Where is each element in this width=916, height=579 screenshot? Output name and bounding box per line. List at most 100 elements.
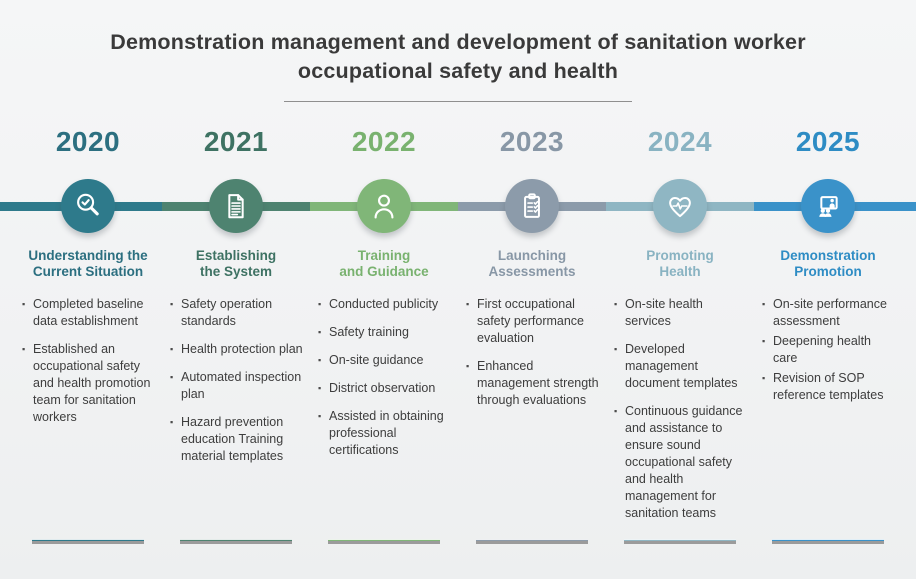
- bullet-text: Automated inspection plan: [181, 370, 302, 401]
- bullet-item: ▪ Automated inspection plan: [170, 369, 306, 403]
- bullet-item: ▪ Established an occupational safety and …: [22, 341, 158, 426]
- bullet-text: Enhanced management strength through eva…: [477, 359, 599, 407]
- bullet-list: ▪ Completed baseline data establishment ▪ E…: [14, 296, 162, 437]
- year-label: 2023: [499, 126, 565, 157]
- bullet-text: Completed baseline data establishment: [33, 297, 144, 328]
- timeline-node-2023: [505, 179, 559, 233]
- bullet-marker: ▪: [466, 361, 470, 371]
- bullet-item: ▪ First occupational safety performance e…: [466, 296, 602, 347]
- person-icon: [368, 190, 400, 222]
- bullet-marker: ▪: [762, 373, 766, 383]
- bullet-marker: ▪: [318, 355, 322, 365]
- bullet-item: ▪ Enhanced management strength through ev…: [466, 358, 602, 409]
- bullet-item: ▪ Completed baseline data establishment: [22, 296, 158, 330]
- column-title-line2: Assessments: [488, 264, 576, 279]
- bullet-item: ▪ Hazard prevention education Training ma…: [170, 414, 306, 465]
- column-title: Training and Guidance: [339, 248, 428, 280]
- bullet-item: ▪ Safety operation standards: [170, 296, 306, 330]
- bullet-list: ▪ Safety operation standards ▪ Health prote…: [162, 296, 310, 476]
- bullet-item: ▪ Assisted in obtaining professional cert…: [318, 408, 454, 459]
- bullet-marker: ▪: [614, 344, 618, 354]
- accent-bar-2023: [476, 539, 588, 544]
- bullet-marker: ▪: [170, 299, 174, 309]
- accent-bar-2022: [328, 539, 440, 544]
- timeline-node-2025: [801, 179, 855, 233]
- bullet-text: District observation: [329, 381, 436, 395]
- training-presentation-icon: [812, 190, 844, 222]
- bullet-text: Revision of SOP reference templates: [773, 371, 884, 402]
- column-2020: 2020 Understanding the Current Situation…: [14, 126, 162, 533]
- bullet-marker: ▪: [170, 344, 174, 354]
- column-title-line1: Demonstration: [780, 248, 876, 263]
- bullet-item: ▪ Revision of SOP reference templates: [762, 370, 898, 404]
- accent-bar-2020: [32, 539, 144, 544]
- bullet-text: First occupational safety performance ev…: [477, 297, 584, 345]
- bullet-item: ▪ Conducted publicity: [318, 296, 454, 313]
- year-label: 2022: [351, 126, 417, 157]
- bullet-item: ▪ Developed management document templates: [614, 341, 750, 392]
- page-header: Demonstration management and development…: [0, 28, 916, 86]
- bullet-marker: ▪: [466, 299, 470, 309]
- bullet-marker: ▪: [318, 299, 322, 309]
- bullet-list: ▪ On-site performance assessment ▪ Deepenin…: [754, 296, 902, 407]
- bullet-marker: ▪: [170, 417, 174, 427]
- bullet-text: Health protection plan: [181, 342, 303, 356]
- column-title-line2: Promotion: [794, 264, 862, 279]
- column-title-line2: and Guidance: [339, 264, 429, 279]
- bullet-marker: ▪: [614, 299, 618, 309]
- year-label: 2021: [203, 126, 269, 157]
- bullet-text: Safety training: [329, 325, 409, 339]
- clipboard-checklist-icon: [516, 190, 548, 222]
- column-2025: 2025 Demonstration Promotion: [754, 126, 902, 533]
- timeline-node-2021: [209, 179, 263, 233]
- bullet-item: ▪ On-site guidance: [318, 352, 454, 369]
- bullet-marker: ▪: [318, 327, 322, 337]
- bullet-text: Deepening health care: [773, 334, 871, 365]
- bullet-marker: ▪: [22, 344, 26, 354]
- bullet-item: ▪ Deepening health care: [762, 333, 898, 367]
- bullet-item: ▪ Safety training: [318, 324, 454, 341]
- column-title-line2: Health: [659, 264, 701, 279]
- column-title-line1: Launching: [497, 248, 567, 263]
- bullet-item: ▪ On-site performance assessment: [762, 296, 898, 330]
- bullet-text: Conducted publicity: [329, 297, 439, 311]
- column-2021: 2021 Establishing the System ▪ Safety ope…: [162, 126, 310, 533]
- column-title: Launching Assessments: [488, 248, 575, 280]
- column-title-line1: Understanding the: [28, 248, 148, 263]
- bottom-accent-bars: [14, 539, 902, 544]
- page-title-line1: Demonstration management and development…: [110, 30, 806, 54]
- bullet-text: Assisted in obtaining professional certi…: [329, 409, 444, 457]
- bullet-item: ▪ Health protection plan: [170, 341, 306, 358]
- bullet-marker: ▪: [318, 383, 322, 393]
- accent-bar-2021: [180, 539, 292, 544]
- magnifier-check-icon: [72, 190, 104, 222]
- column-2024: 2024 Promoting Health ▪ On-site health se…: [606, 126, 754, 533]
- bullet-text: On-site performance assessment: [773, 297, 887, 328]
- title-divider: [284, 101, 632, 102]
- bullet-marker: ▪: [318, 411, 322, 421]
- column-title: Establishing the System: [196, 248, 276, 280]
- bullet-list: ▪ First occupational safety performance e…: [458, 296, 606, 420]
- year-label: 2025: [795, 126, 861, 157]
- column-2023: 2023 Launching Assessments ▪ Firs: [458, 126, 606, 533]
- timeline-node-2020: [61, 179, 115, 233]
- bullet-text: Hazard prevention education Training mat…: [181, 415, 284, 463]
- timeline-node-2024: [653, 179, 707, 233]
- bullet-text: Developed management document templates: [625, 342, 738, 390]
- bullet-item: ▪ Continuous guidance and assistance to e…: [614, 403, 750, 522]
- column-title-line1: Promoting: [646, 248, 714, 263]
- accent-bar-2024: [624, 539, 736, 544]
- year-label: 2024: [647, 126, 713, 157]
- bullet-text: Continuous guidance and assistance to en…: [625, 404, 743, 520]
- column-title-line2: Current Situation: [32, 264, 144, 279]
- bullet-list: ▪ Conducted publicity ▪ Safety training ▪ On-…: [310, 296, 458, 470]
- bullet-marker: ▪: [762, 299, 766, 309]
- bullet-marker: ▪: [762, 336, 766, 346]
- bullet-list: ▪ On-site health services ▪ Developed manag…: [606, 296, 754, 533]
- bullet-item: ▪ On-site health services: [614, 296, 750, 330]
- bullet-marker: ▪: [614, 406, 618, 416]
- page-title: Demonstration management and development…: [0, 28, 916, 86]
- heart-pulse-icon: [664, 190, 696, 222]
- column-title: Demonstration Promotion: [780, 248, 875, 280]
